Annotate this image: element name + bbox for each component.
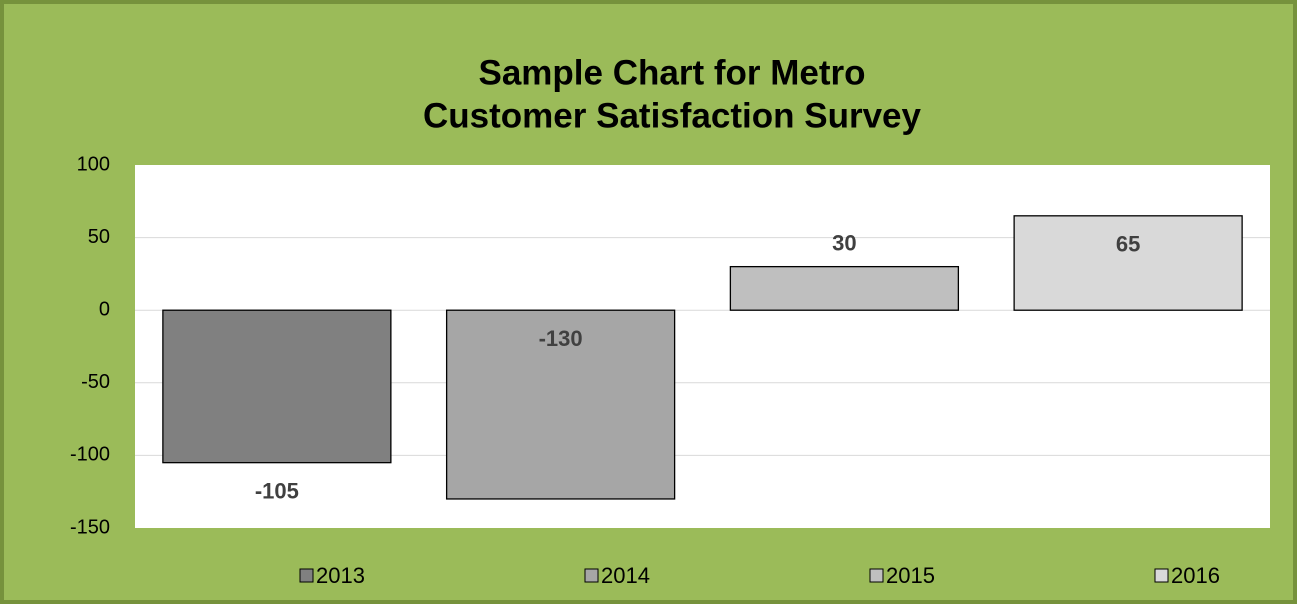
legend-label: 2015 bbox=[886, 563, 935, 588]
bar bbox=[445, 309, 676, 500]
data-label: -130 bbox=[539, 326, 583, 351]
chart-title: Customer Satisfaction Survey bbox=[423, 96, 921, 135]
legend-label: 2016 bbox=[1171, 563, 1220, 588]
y-tick-label: -150 bbox=[70, 516, 110, 538]
bar bbox=[729, 265, 960, 311]
data-label: -105 bbox=[255, 478, 299, 503]
bar bbox=[1013, 215, 1243, 311]
y-tick-label: -100 bbox=[70, 444, 110, 466]
y-tick-label: 0 bbox=[99, 298, 110, 320]
legend-label: 2013 bbox=[316, 563, 365, 588]
legend-swatch bbox=[299, 568, 314, 583]
data-label: 30 bbox=[832, 230, 856, 255]
legend-swatch bbox=[1154, 568, 1169, 583]
y-tick-label: -50 bbox=[81, 371, 110, 393]
y-tick-label: 100 bbox=[77, 153, 110, 175]
bar bbox=[162, 309, 392, 464]
data-label: 65 bbox=[1116, 232, 1140, 257]
y-tick-label: 50 bbox=[88, 226, 110, 248]
chart-title: Sample Chart for Metro bbox=[479, 53, 866, 92]
legend-swatch bbox=[584, 568, 599, 583]
legend-swatch bbox=[869, 568, 884, 583]
legend-label: 2014 bbox=[601, 563, 650, 588]
